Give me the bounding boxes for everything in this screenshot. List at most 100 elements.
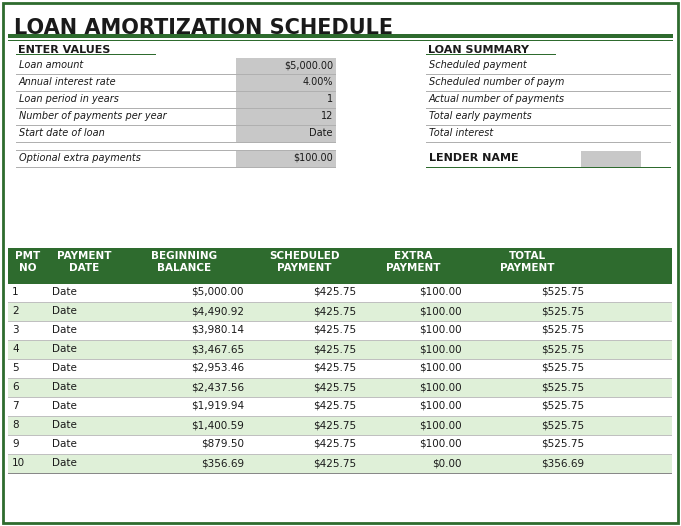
Text: Optional extra payments: Optional extra payments [19, 153, 141, 163]
Bar [8, 284, 672, 303]
Bar [581, 151, 641, 167]
Bar [16, 142, 336, 143]
Bar [426, 151, 581, 167]
Text: Date: Date [52, 325, 77, 335]
Text: $525.75: $525.75 [541, 287, 584, 297]
Text: 9: 9 [12, 439, 18, 449]
Text: $5,000.00: $5,000.00 [191, 287, 244, 297]
Text: $425.75: $425.75 [313, 344, 356, 354]
Bar [16, 54, 156, 55]
Bar [236, 58, 336, 74]
Text: 6: 6 [12, 382, 18, 392]
Text: Annual interest rate: Annual interest rate [19, 77, 116, 87]
Text: $3,980.14: $3,980.14 [191, 325, 244, 335]
Bar [426, 126, 581, 142]
Text: 12: 12 [321, 111, 333, 121]
Bar [8, 39, 673, 41]
Bar [16, 74, 336, 75]
Text: Total interest: Total interest [429, 128, 493, 138]
Text: $100.00: $100.00 [419, 401, 462, 411]
Text: $425.75: $425.75 [313, 420, 356, 430]
Text: $100.00: $100.00 [419, 439, 462, 449]
Bar [8, 454, 672, 455]
Text: Date: Date [52, 401, 77, 411]
Text: $1,919.94: $1,919.94 [191, 401, 244, 411]
Bar [16, 108, 336, 109]
Text: $100.00: $100.00 [419, 363, 462, 373]
Text: $2,437.56: $2,437.56 [191, 382, 244, 392]
Text: PMT
NO: PMT NO [16, 251, 41, 274]
Text: ENTER VALUES: ENTER VALUES [18, 45, 110, 55]
Text: 7: 7 [12, 401, 18, 411]
Bar [8, 473, 672, 474]
Text: $525.75: $525.75 [541, 344, 584, 354]
Bar [16, 125, 336, 126]
Text: 4.00%: 4.00% [302, 77, 333, 87]
Text: Loan period in years: Loan period in years [19, 94, 119, 104]
Text: Date: Date [52, 344, 77, 354]
Text: $425.75: $425.75 [313, 363, 356, 373]
Text: Loan amount: Loan amount [19, 60, 83, 70]
Text: $425.75: $425.75 [313, 382, 356, 392]
Bar [8, 341, 672, 360]
Bar [8, 455, 672, 474]
Bar [236, 151, 336, 167]
Text: $879.50: $879.50 [201, 439, 244, 449]
Text: Date: Date [309, 128, 333, 138]
Text: $425.75: $425.75 [313, 401, 356, 411]
Bar [236, 75, 336, 91]
Text: Date: Date [52, 382, 77, 392]
Text: Start date of loan: Start date of loan [19, 128, 105, 138]
Text: TOTAL
PAYMENT: TOTAL PAYMENT [500, 251, 554, 274]
Text: $525.75: $525.75 [541, 420, 584, 430]
Bar [8, 302, 672, 303]
Text: $425.75: $425.75 [313, 325, 356, 335]
Bar [8, 359, 672, 360]
Text: $525.75: $525.75 [541, 306, 584, 316]
Text: $525.75: $525.75 [541, 363, 584, 373]
Text: $525.75: $525.75 [541, 401, 584, 411]
Bar [16, 109, 236, 125]
Text: $425.75: $425.75 [313, 458, 356, 468]
Bar [426, 92, 581, 108]
Text: Date: Date [52, 420, 77, 430]
Bar [16, 151, 236, 167]
Bar [8, 378, 672, 379]
Text: $425.75: $425.75 [313, 306, 356, 316]
Text: $425.75: $425.75 [313, 439, 356, 449]
Text: Date: Date [52, 287, 77, 297]
Text: $100.00: $100.00 [419, 325, 462, 335]
Bar [8, 417, 672, 436]
Bar [8, 398, 672, 417]
Bar [426, 54, 556, 55]
Text: $356.69: $356.69 [201, 458, 244, 468]
Text: Scheduled number of paym: Scheduled number of paym [429, 77, 565, 87]
Text: 1: 1 [12, 287, 18, 297]
Text: 5: 5 [12, 363, 18, 373]
Text: $425.75: $425.75 [313, 287, 356, 297]
Text: Number of payments per year: Number of payments per year [19, 111, 167, 121]
Bar [8, 303, 672, 322]
Text: $5,000.00: $5,000.00 [284, 60, 333, 70]
Bar [16, 126, 236, 142]
Bar [16, 167, 336, 168]
Text: Date: Date [52, 439, 77, 449]
Bar [8, 340, 672, 341]
Bar [8, 248, 672, 284]
Bar [426, 167, 671, 168]
Text: Date: Date [52, 458, 77, 468]
Text: LOAN SUMMARY: LOAN SUMMARY [428, 45, 529, 55]
Bar [426, 74, 671, 75]
Bar [16, 75, 236, 91]
Bar [426, 75, 581, 91]
Text: $100.00: $100.00 [419, 420, 462, 430]
Text: $0.00: $0.00 [432, 458, 462, 468]
Bar [8, 379, 672, 398]
Text: $2,953.46: $2,953.46 [191, 363, 244, 373]
Text: LENDER NAME: LENDER NAME [429, 153, 519, 163]
Bar [426, 142, 671, 143]
Text: LOAN AMORTIZATION SCHEDULE: LOAN AMORTIZATION SCHEDULE [14, 18, 393, 38]
Text: 3: 3 [12, 325, 18, 335]
Text: $100.00: $100.00 [294, 153, 333, 163]
Bar [8, 321, 672, 322]
